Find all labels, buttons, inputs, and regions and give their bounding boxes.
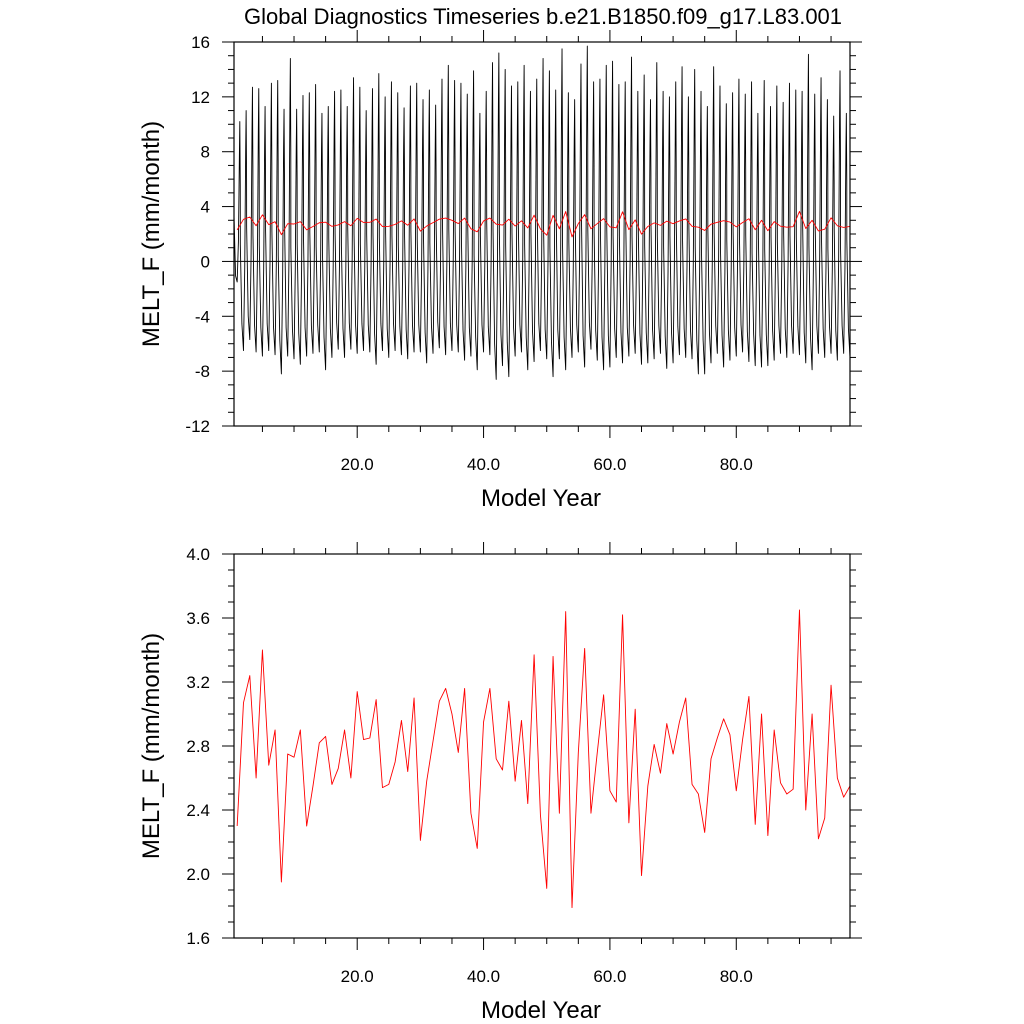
x-tick-label: 40.0 bbox=[467, 967, 500, 986]
x-tick-label: 20.0 bbox=[341, 455, 374, 474]
x-tick-label: 80.0 bbox=[720, 967, 753, 986]
y-tick-label: 8 bbox=[201, 143, 210, 162]
y-tick-label: -12 bbox=[185, 417, 210, 436]
y-tick-label: 3.6 bbox=[186, 609, 210, 628]
x-tick-label: 20.0 bbox=[341, 967, 374, 986]
figure-title: Global Diagnostics Timeseries b.e21.B185… bbox=[244, 4, 842, 29]
y-tick-label: 1.6 bbox=[186, 929, 210, 948]
timeseries-panel-annual: 1.6 2.0 2.4 2.8 3.2 3.6 4.0 20.0 40.0 60.0 80.0 Mod… bbox=[138, 542, 862, 1024]
series-line-annual-mean bbox=[236, 609, 851, 909]
y-tick-label: -8 bbox=[195, 362, 210, 381]
y-tick-label: 4.0 bbox=[186, 545, 210, 564]
timeseries-panel-monthly: -12 -8 -4 0 4 8 12 16 20.0 40.0 60.0 80.0 Model Year… bbox=[138, 30, 862, 512]
y-tick-label: 2.8 bbox=[186, 737, 210, 756]
plot-frame bbox=[233, 553, 851, 939]
x-tick-label: 80.0 bbox=[720, 455, 753, 474]
y-tick-label: 2.0 bbox=[186, 865, 210, 884]
y-tick-label: -4 bbox=[195, 307, 210, 326]
x-tick-label: 40.0 bbox=[467, 455, 500, 474]
series-line-monthly bbox=[233, 45, 851, 380]
x-tick-label: 60.0 bbox=[593, 967, 626, 986]
x-axis-label: Model Year bbox=[481, 997, 601, 1024]
y-tick-label: 0 bbox=[201, 252, 210, 271]
y-tick-label: 4 bbox=[201, 198, 210, 217]
y-tick-label: 2.4 bbox=[186, 801, 210, 820]
y-axis-label: MELT_F (mm/month) bbox=[138, 633, 165, 859]
series-line-annual-mean bbox=[236, 210, 851, 238]
y-tick-label: 3.2 bbox=[186, 673, 210, 692]
x-axis-label: Model Year bbox=[481, 485, 601, 512]
y-axis-label: MELT_F (mm/month) bbox=[138, 121, 165, 347]
y-tick-label: 12 bbox=[191, 88, 210, 107]
x-tick-label: 60.0 bbox=[593, 455, 626, 474]
y-tick-label: 16 bbox=[191, 33, 210, 52]
